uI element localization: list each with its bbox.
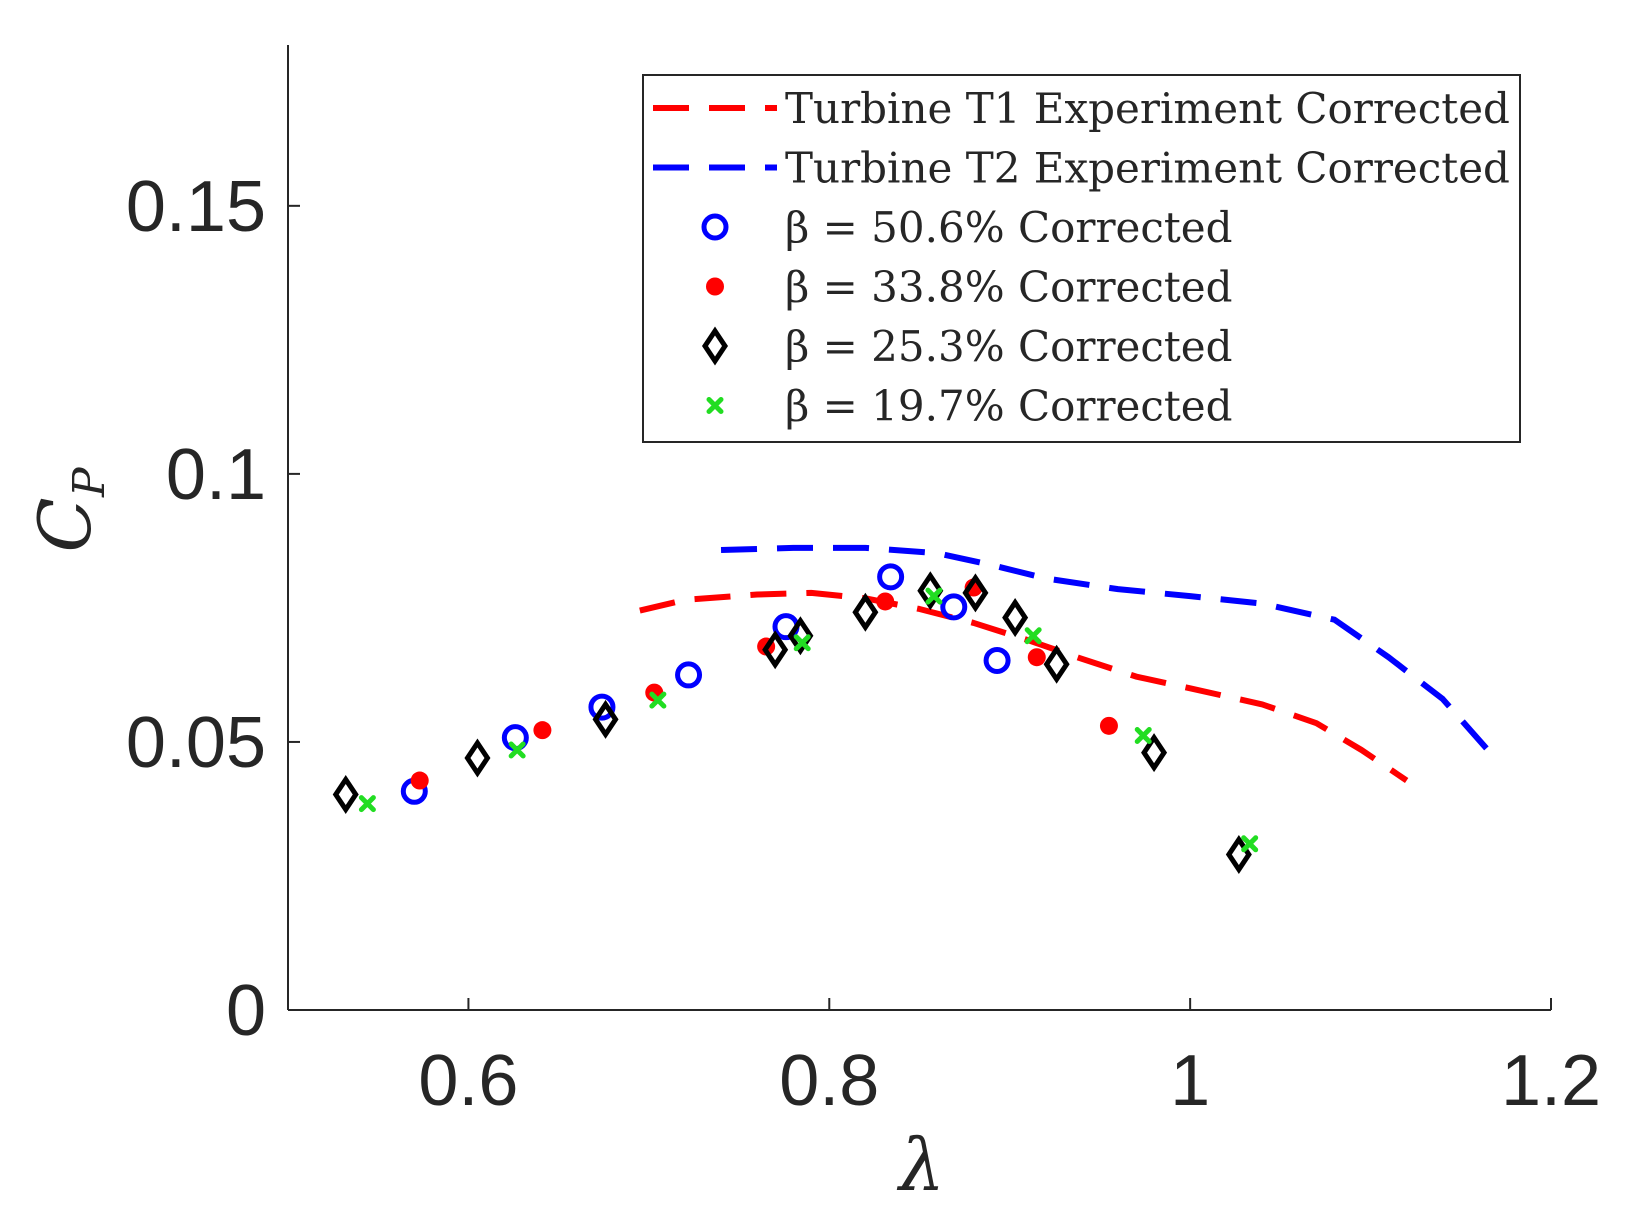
- data-point: [962, 573, 989, 613]
- legend: Turbine T1 Experiment Corrected Turbine T…: [642, 74, 1521, 443]
- y-tick-label: 0: [226, 971, 266, 1051]
- data-point: [917, 571, 944, 611]
- legend-swatch: [701, 326, 729, 366]
- data-point: [1043, 644, 1070, 684]
- data-point: [877, 563, 905, 591]
- series-6: [358, 587, 1259, 853]
- data-point: [793, 634, 811, 652]
- x-tick-label: 1.2: [1501, 1041, 1601, 1121]
- data-point: [358, 795, 376, 813]
- legend-entry: Turbine T2 Experiment Corrected: [653, 144, 1510, 193]
- data-point: [762, 630, 789, 670]
- data-point: [983, 646, 1011, 674]
- data-point: [592, 699, 619, 739]
- legend-label: β = 50.6% Corrected: [785, 203, 1233, 252]
- data-point: [1134, 727, 1152, 745]
- y-tick-label: 0.1: [166, 435, 266, 515]
- data-point: [1099, 716, 1118, 735]
- legend-label: β = 33.8% Corrected: [785, 263, 1233, 312]
- y-ticks: 0 0.05 0.1 0.15: [126, 167, 300, 1051]
- data-point: [787, 616, 814, 656]
- legend-box: [642, 74, 1521, 443]
- data-point: [1225, 835, 1252, 875]
- data-point: [675, 661, 703, 689]
- legend-label: Turbine T2 Experiment Corrected: [785, 144, 1510, 193]
- data-point: [1002, 598, 1029, 638]
- legend-entry: β = 25.3% Corrected: [701, 322, 1233, 371]
- data-point: [1024, 627, 1042, 645]
- series-line: [720, 544, 1491, 752]
- legend-swatch: [701, 213, 729, 241]
- y-axis-label-subscript: P: [64, 466, 115, 498]
- y-tick-label: 0.15: [126, 167, 266, 247]
- legend-entry: Turbine T1 Experiment Corrected: [653, 84, 1510, 133]
- data-point: [332, 774, 359, 814]
- data-point: [925, 587, 943, 605]
- data-point: [649, 691, 667, 709]
- data-point: [1027, 648, 1046, 667]
- y-axis-label: C P: [23, 466, 115, 553]
- data-point: [410, 771, 429, 790]
- x-axis-label: λ: [896, 1123, 945, 1207]
- data-point: [876, 592, 895, 611]
- y-axis-label-main: C: [23, 497, 107, 552]
- legend-label: Turbine T1 Experiment Corrected: [785, 84, 1510, 133]
- data-point: [940, 593, 968, 621]
- x-ticks: 0.6 0.8 1 1.2: [418, 998, 1601, 1121]
- legend-label: β = 25.3% Corrected: [785, 322, 1233, 371]
- data-point: [1141, 733, 1168, 773]
- x-tick-label: 0.6: [418, 1041, 518, 1121]
- data-point: [1241, 835, 1259, 853]
- legend-swatch: [706, 397, 724, 414]
- series-2: [720, 544, 1491, 752]
- legend-label: β = 19.7% Corrected: [785, 382, 1233, 431]
- legend-swatch: [706, 277, 724, 296]
- series-4: [410, 578, 1118, 790]
- series-layer: [332, 544, 1491, 875]
- legend-entries: Turbine T1 Experiment Corrected Turbine T…: [653, 84, 1510, 431]
- data-point: [508, 741, 526, 759]
- legend-entry: β = 50.6% Corrected: [701, 203, 1233, 252]
- legend-entry: β = 19.7% Corrected: [706, 382, 1233, 431]
- x-tick-label: 1: [1170, 1041, 1210, 1121]
- data-point: [533, 721, 552, 740]
- y-tick-label: 0.05: [126, 703, 266, 783]
- data-point: [464, 738, 491, 778]
- data-point: [588, 693, 616, 721]
- data-point: [852, 592, 879, 632]
- series-3: [400, 563, 1011, 805]
- legend-entry: β = 33.8% Corrected: [706, 263, 1233, 312]
- x-tick-label: 0.8: [779, 1041, 879, 1121]
- plot-area: 0.6 0.8 1 1.2 0 0.05 0.1 0.15: [126, 45, 1601, 1121]
